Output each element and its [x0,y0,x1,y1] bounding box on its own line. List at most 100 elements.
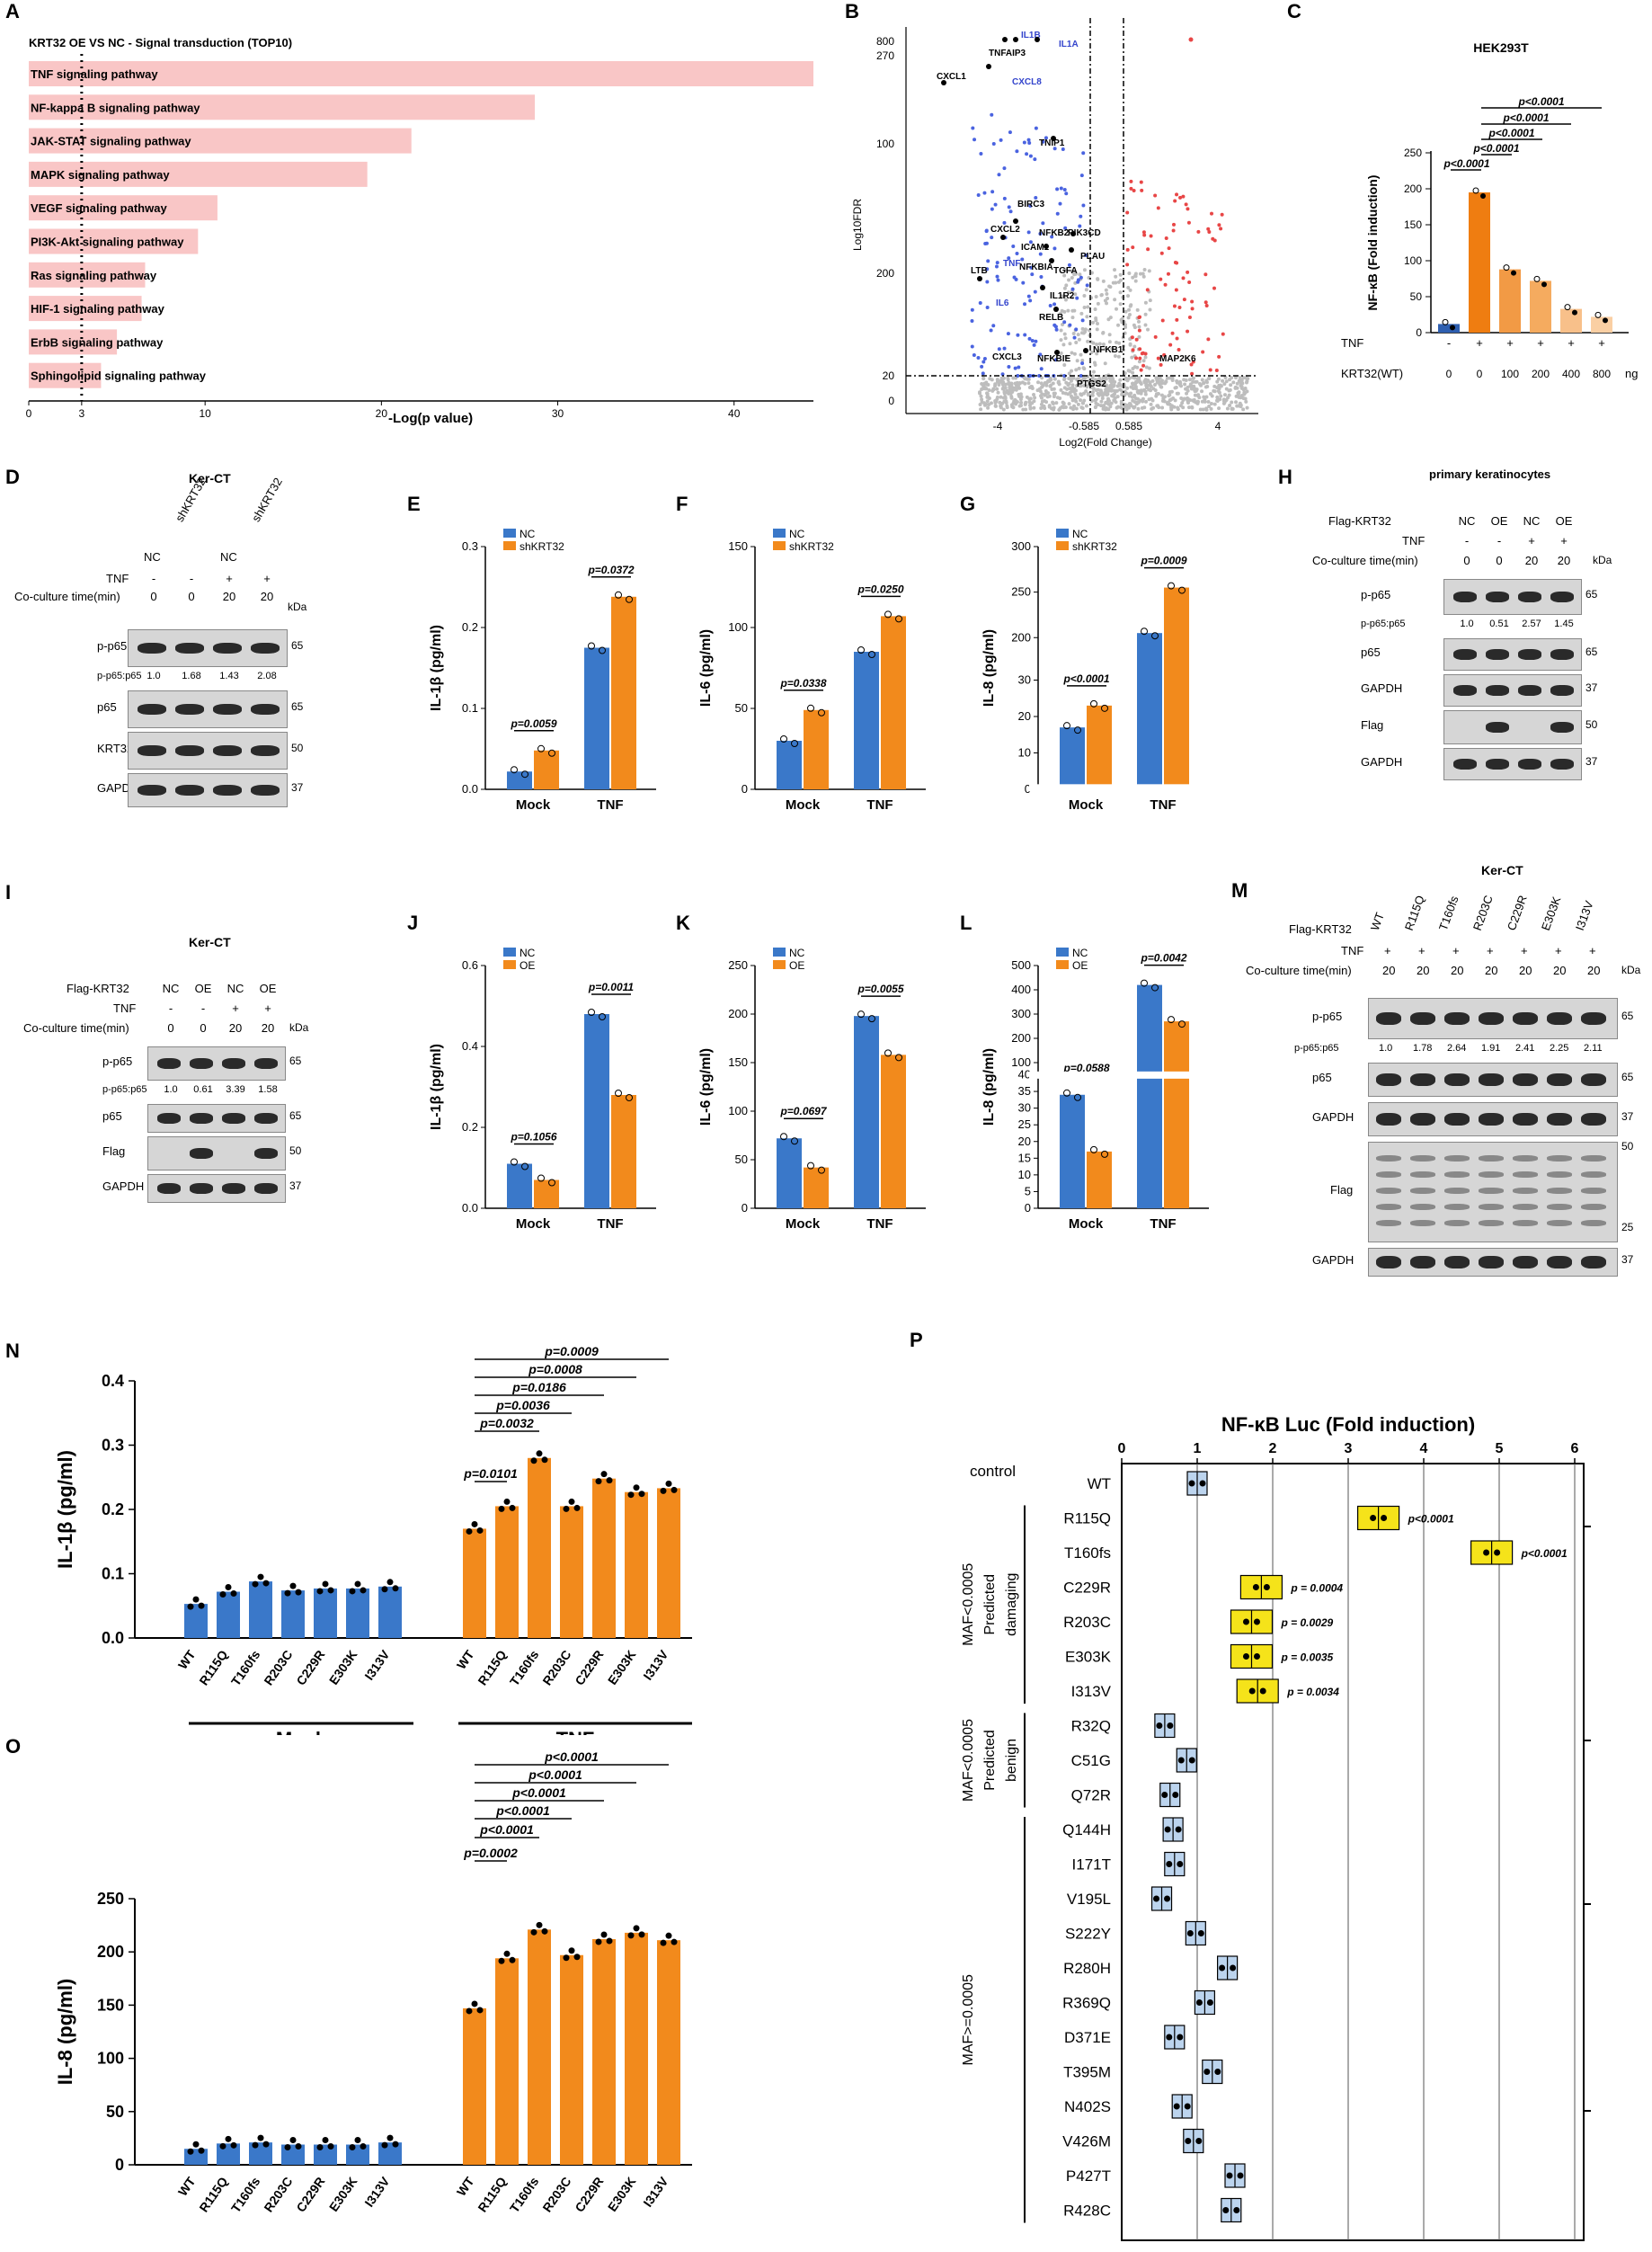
panel-d-lane: NC [220,550,237,564]
gray-point [1200,378,1204,382]
gray-point [1173,398,1177,403]
down-point [985,267,990,271]
xtick-label: 3 [1345,1441,1353,1456]
down-point [1078,224,1082,228]
down-point [1039,275,1044,280]
up-point [1140,352,1144,356]
gray-point [1062,378,1067,382]
down-point [1038,252,1043,256]
bar-dot [868,651,875,658]
bar-dot [660,1487,667,1494]
variant-dot [1195,2138,1203,2144]
bar-dot [606,1937,613,1945]
time-value: 20 [1519,964,1532,977]
gray-point [999,395,1003,399]
blot-band [1518,649,1541,660]
gene-point [1070,231,1076,236]
gene-label: PTGS2 [1077,379,1106,389]
up-point [1219,227,1223,231]
bar [611,1095,636,1208]
panel-a-title: KRT32 OE VS NC - Signal transduction (TO… [29,36,292,49]
blot-band [1550,759,1574,770]
ylabel: IL-8 (pg/ml) [54,1979,76,2086]
panel-h-flag-label: Flag-KRT32 [1328,514,1391,528]
blot-band [1444,1188,1470,1194]
gray-point [1088,379,1092,384]
pvalue: p=0.0008 [528,1362,582,1376]
group-label: damaging [1004,1573,1019,1636]
bar-dot [295,2143,302,2150]
blot-band [1410,1012,1435,1025]
gray-point [993,382,998,387]
gray-point [1020,380,1025,385]
gray-point [1079,352,1083,357]
bar-dot [1151,984,1159,992]
bar-dot [884,1049,892,1057]
time-value: 0 [188,590,195,603]
gene-point [977,276,982,281]
gray-point [995,378,999,382]
gray-point [1084,404,1088,408]
gray-point [1021,407,1026,412]
axis-break [1029,784,1209,792]
gray-point [1222,382,1227,387]
down-point [1016,374,1020,378]
blot-band [1518,685,1541,696]
bar-dot [230,1590,237,1598]
gray-point [1106,392,1110,396]
gene-label: NFKB1 [1093,345,1124,355]
bar-dot [600,1471,608,1478]
gray-point [1207,405,1212,409]
ytick-label: 5 [1025,1184,1031,1197]
gene-point [1035,37,1040,42]
up-point [1220,212,1224,217]
gray-point [993,404,998,408]
gray-point [1051,401,1055,405]
bar-dot [225,1584,232,1591]
down-point [1020,257,1025,262]
gene-label: PLAU [1080,252,1105,262]
gray-point [1243,386,1248,390]
gray-point [1148,307,1152,312]
gray-point [1156,392,1160,396]
ratio-value: 2.25 [1550,1043,1569,1054]
gray-point [1184,378,1188,383]
blot-band [213,785,242,796]
up-point [1137,328,1141,333]
bar-dot [354,2137,361,2144]
gray-point [1234,394,1239,398]
gray-point [1075,359,1079,363]
down-point [990,207,994,211]
pathway-bar [29,228,199,254]
gene-point [1054,350,1060,355]
category-label: T160fs [507,1647,542,1688]
gray-point [1208,392,1212,396]
category-label: R115Q [475,2174,509,2214]
up-point [1186,220,1191,225]
gray-point [1203,397,1207,402]
panel-b-ylabel: Log10FDR [851,199,864,251]
panel-label-p: P [910,1329,923,1351]
down-point [990,112,994,117]
blot-band [175,643,204,654]
gray-point [1060,294,1064,298]
gray-point [1079,384,1083,388]
panel-n-chart: 0.00.10.20.30.4IL-1β (pg/ml)WTR115QT160f… [54,1344,692,1750]
gray-point [1104,374,1108,378]
up-point [1153,334,1158,339]
down-point [1017,365,1021,369]
gray-point [1212,389,1217,394]
blot-band [157,1058,181,1069]
bar-dot [563,1505,570,1512]
gray-point [1113,396,1117,400]
up-point [1125,247,1130,252]
gray-point [1172,405,1177,409]
gray-point [1195,399,1200,404]
gray-point [1204,378,1209,383]
time-value: 20 [1553,964,1567,977]
blot-band [1547,1113,1572,1126]
gene-label: TNIP1 [1039,138,1065,148]
blot-band [157,1113,181,1124]
gray-point [1202,380,1206,385]
bar [346,1588,369,1638]
